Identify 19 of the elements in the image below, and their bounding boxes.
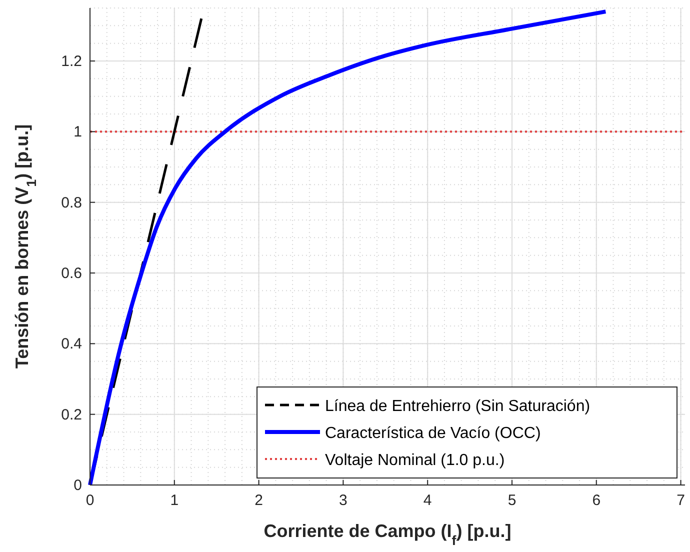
x-tick-label: 6 (592, 492, 601, 509)
x-tick-label: 5 (508, 492, 516, 509)
y-tick-label: 0.8 (61, 194, 82, 212)
x-axis-title: Corriente de Campo (I$_{f}$) [p.u.] (264, 521, 512, 548)
y-tick-label: 0.4 (61, 336, 82, 353)
y-tick-label: 0 (74, 477, 82, 494)
x-tick-label: 7 (676, 492, 685, 509)
x-tick-label: 3 (339, 492, 348, 509)
x-tick-label: 0 (86, 492, 94, 509)
y-tick-label: 0.6 (61, 265, 82, 282)
y-tick-label: 1 (74, 124, 82, 141)
legend-label: Voltaje Nominal (1.0 p.u.) (325, 452, 505, 469)
x-tick-label: 1 (170, 492, 179, 509)
x-tick-label: 4 (423, 492, 432, 509)
y-tick-label: 0.2 (61, 406, 82, 424)
legend-label: Línea de Entrehierro (Sin Saturación) (325, 398, 590, 415)
y-tick-label: 1.2 (61, 53, 82, 70)
x-tick-label: 2 (254, 492, 263, 509)
legend-label: Característica de Vacío (OCC) (325, 425, 541, 442)
